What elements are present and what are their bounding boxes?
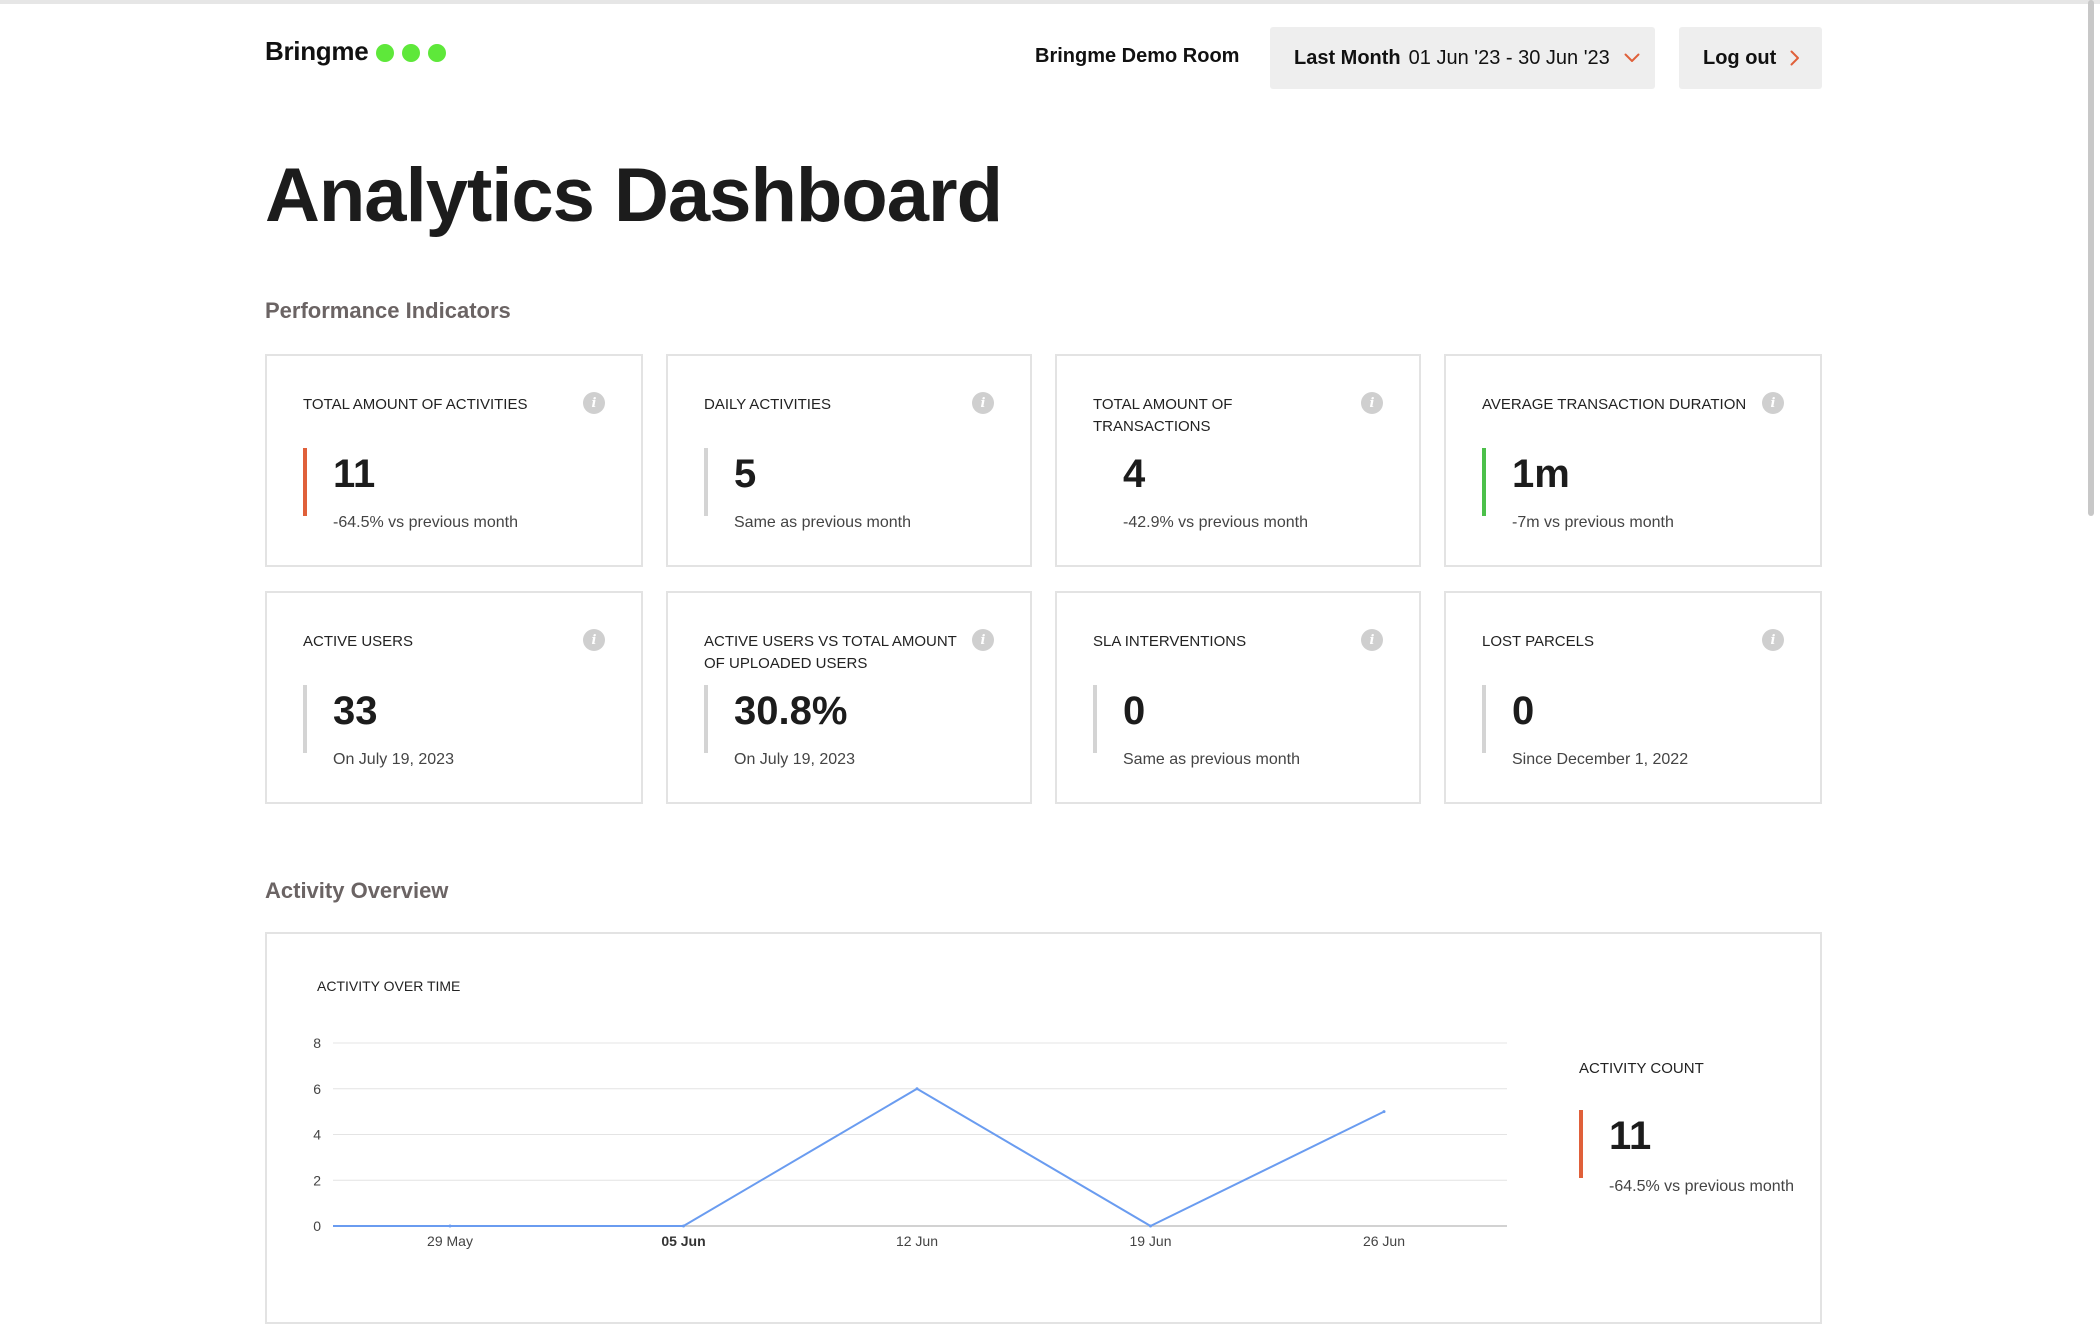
chart-title: ACTIVITY OVER TIME: [317, 978, 461, 994]
activity-line-chart: 0 2 4 6 8 29 May 05 Jun 12 Jun 19 Jun 26 Jun: [313, 1035, 1507, 1249]
brand-dot: [376, 43, 395, 62]
kpi-label: LOST PARCELS: [1482, 633, 1594, 650]
y-tick-label: 2: [313, 1172, 321, 1188]
top-header: Bringme Bringme Demo Room Last Month 01 …: [265, 26, 1822, 89]
data-point[interactable]: [1382, 1110, 1386, 1114]
x-tick-label: 26 Jun: [1363, 1233, 1405, 1249]
kpi-card: TOTAL AMOUNT OF ACTIVITIES i 11 -64.5% vs p…: [265, 354, 643, 567]
activity-count-value: 11: [1609, 1114, 1652, 1158]
data-point[interactable]: [1149, 1224, 1152, 1228]
kpi-card: SLA INTERVENTIONS i 0 Same as previous mont…: [1055, 591, 1421, 804]
performance-section-title: Performance Indicators: [265, 298, 511, 323]
y-tick-label: 4: [313, 1127, 321, 1143]
info-icon[interactable]: i: [583, 392, 605, 414]
kpi-label: ACTIVE USERS: [303, 633, 414, 650]
data-point[interactable]: [915, 1087, 919, 1091]
x-tick-label: 29 May: [427, 1233, 473, 1249]
info-icon[interactable]: i: [972, 392, 994, 414]
info-icon[interactable]: i: [1361, 392, 1383, 414]
kpi-change: -64.5% vs previous month: [333, 514, 518, 531]
kpi-value: 5: [734, 452, 757, 496]
brand-dots-icon: [376, 43, 447, 62]
brand-dot: [428, 43, 447, 62]
chevron-down-icon: [1624, 53, 1640, 63]
kpi-value: 30.8%: [734, 689, 848, 733]
period-range: 01 Jun '23 - 30 Jun '23: [1408, 46, 1610, 69]
kpi-change: -42.9% vs previous month: [1123, 514, 1308, 531]
kpi-change: Same as previous month: [1123, 751, 1300, 768]
activity-count-label: ACTIVITY COUNT: [1579, 1060, 1704, 1077]
brand-name: Bringme: [265, 36, 369, 66]
kpi-card: ACTIVE USERS i 33 On July 19, 2023: [265, 591, 643, 804]
kpi-value: 1m: [1512, 452, 1570, 496]
kpi-card: LOST PARCELS i 0 Since December 1, 2022: [1444, 591, 1822, 804]
kpi-label: SLA INTERVENTIONS: [1093, 633, 1247, 650]
info-icon[interactable]: i: [972, 629, 994, 651]
kpi-card: ACTIVE USERS VS TOTAL AMOUNT OF UPLOADED…: [666, 591, 1032, 804]
kpi-trend-indicator: [704, 448, 708, 516]
activity-series-line: [450, 1087, 1385, 1227]
activity-chart-card: ACTIVITY OVER TIME 0 2 4 6 8 29 May 05 Jun 12 J…: [265, 932, 1822, 1324]
kpi-label: ACTIVE USERS VS TOTAL AMOUNT OF UPLOADED…: [704, 633, 957, 672]
kpi-value: 0: [1512, 689, 1535, 733]
data-point[interactable]: [682, 1224, 685, 1228]
kpi-value: 4: [1123, 452, 1146, 496]
info-icon[interactable]: i: [1361, 629, 1383, 651]
logout-label: Log out: [1703, 46, 1777, 69]
brand-dot: [402, 43, 421, 62]
kpi-change: Same as previous month: [734, 514, 911, 531]
kpi-card: AVERAGE TRANSACTION DURATION i 1m -7m vs pr…: [1444, 354, 1822, 567]
y-tick-label: 8: [313, 1035, 321, 1051]
chevron-right-icon: [1790, 50, 1800, 66]
kpi-label: DAILY ACTIVITIES: [704, 396, 831, 413]
kpi-trend-indicator: [1482, 448, 1486, 516]
kpi-change: On July 19, 2023: [333, 751, 454, 768]
activity-section-title: Activity Overview: [265, 878, 449, 903]
page-scrollbar[interactable]: [2088, 0, 2094, 516]
activity-count-change: -64.5% vs previous month: [1609, 1178, 1794, 1195]
activity-count-indicator: [1579, 1110, 1583, 1178]
kpi-trend-indicator: [1482, 685, 1486, 753]
kpi-change: Since December 1, 2022: [1512, 751, 1689, 768]
x-tick-label: 05 Jun: [661, 1233, 705, 1249]
kpi-value: 33: [333, 689, 378, 733]
kpi-change: On July 19, 2023: [734, 751, 855, 768]
x-tick-label: 12 Jun: [896, 1233, 938, 1249]
logout-button[interactable]: Log out: [1679, 27, 1822, 89]
y-tick-label: 6: [313, 1081, 321, 1097]
kpi-trend-indicator: [303, 448, 307, 516]
kpi-trend-indicator: [704, 685, 708, 753]
page-title: Analytics Dashboard: [265, 153, 1003, 238]
y-tick-label: 0: [313, 1218, 321, 1234]
info-icon[interactable]: i: [1762, 629, 1784, 651]
kpi-card: DAILY ACTIVITIES i 5 Same as previous month: [666, 354, 1032, 567]
info-icon[interactable]: i: [1762, 392, 1784, 414]
period-selector-button[interactable]: Last Month 01 Jun '23 - 30 Jun '23: [1270, 27, 1655, 89]
kpi-trend-indicator: [303, 685, 307, 753]
kpi-change: -7m vs previous month: [1512, 514, 1674, 531]
room-name: Bringme Demo Room: [1035, 45, 1240, 67]
x-tick-label: 19 Jun: [1129, 1233, 1171, 1249]
kpi-label: AVERAGE TRANSACTION DURATION: [1482, 396, 1747, 413]
data-point[interactable]: [448, 1224, 452, 1228]
kpi-value: 11: [333, 452, 376, 496]
kpi-card: TOTAL AMOUNT OF TRANSACTIONS i 4 -42.9% vs …: [1055, 354, 1421, 567]
brand-logo[interactable]: Bringme: [265, 36, 447, 67]
period-label: Last Month: [1294, 46, 1401, 69]
kpi-label: TOTAL AMOUNT OF TRANSACTIONS: [1093, 396, 1233, 435]
kpi-label: TOTAL AMOUNT OF ACTIVITIES: [303, 396, 528, 413]
info-icon[interactable]: i: [583, 629, 605, 651]
kpi-trend-indicator: [1093, 685, 1097, 753]
kpi-value: 0: [1123, 689, 1146, 733]
top-border-strip: [0, 0, 2100, 4]
